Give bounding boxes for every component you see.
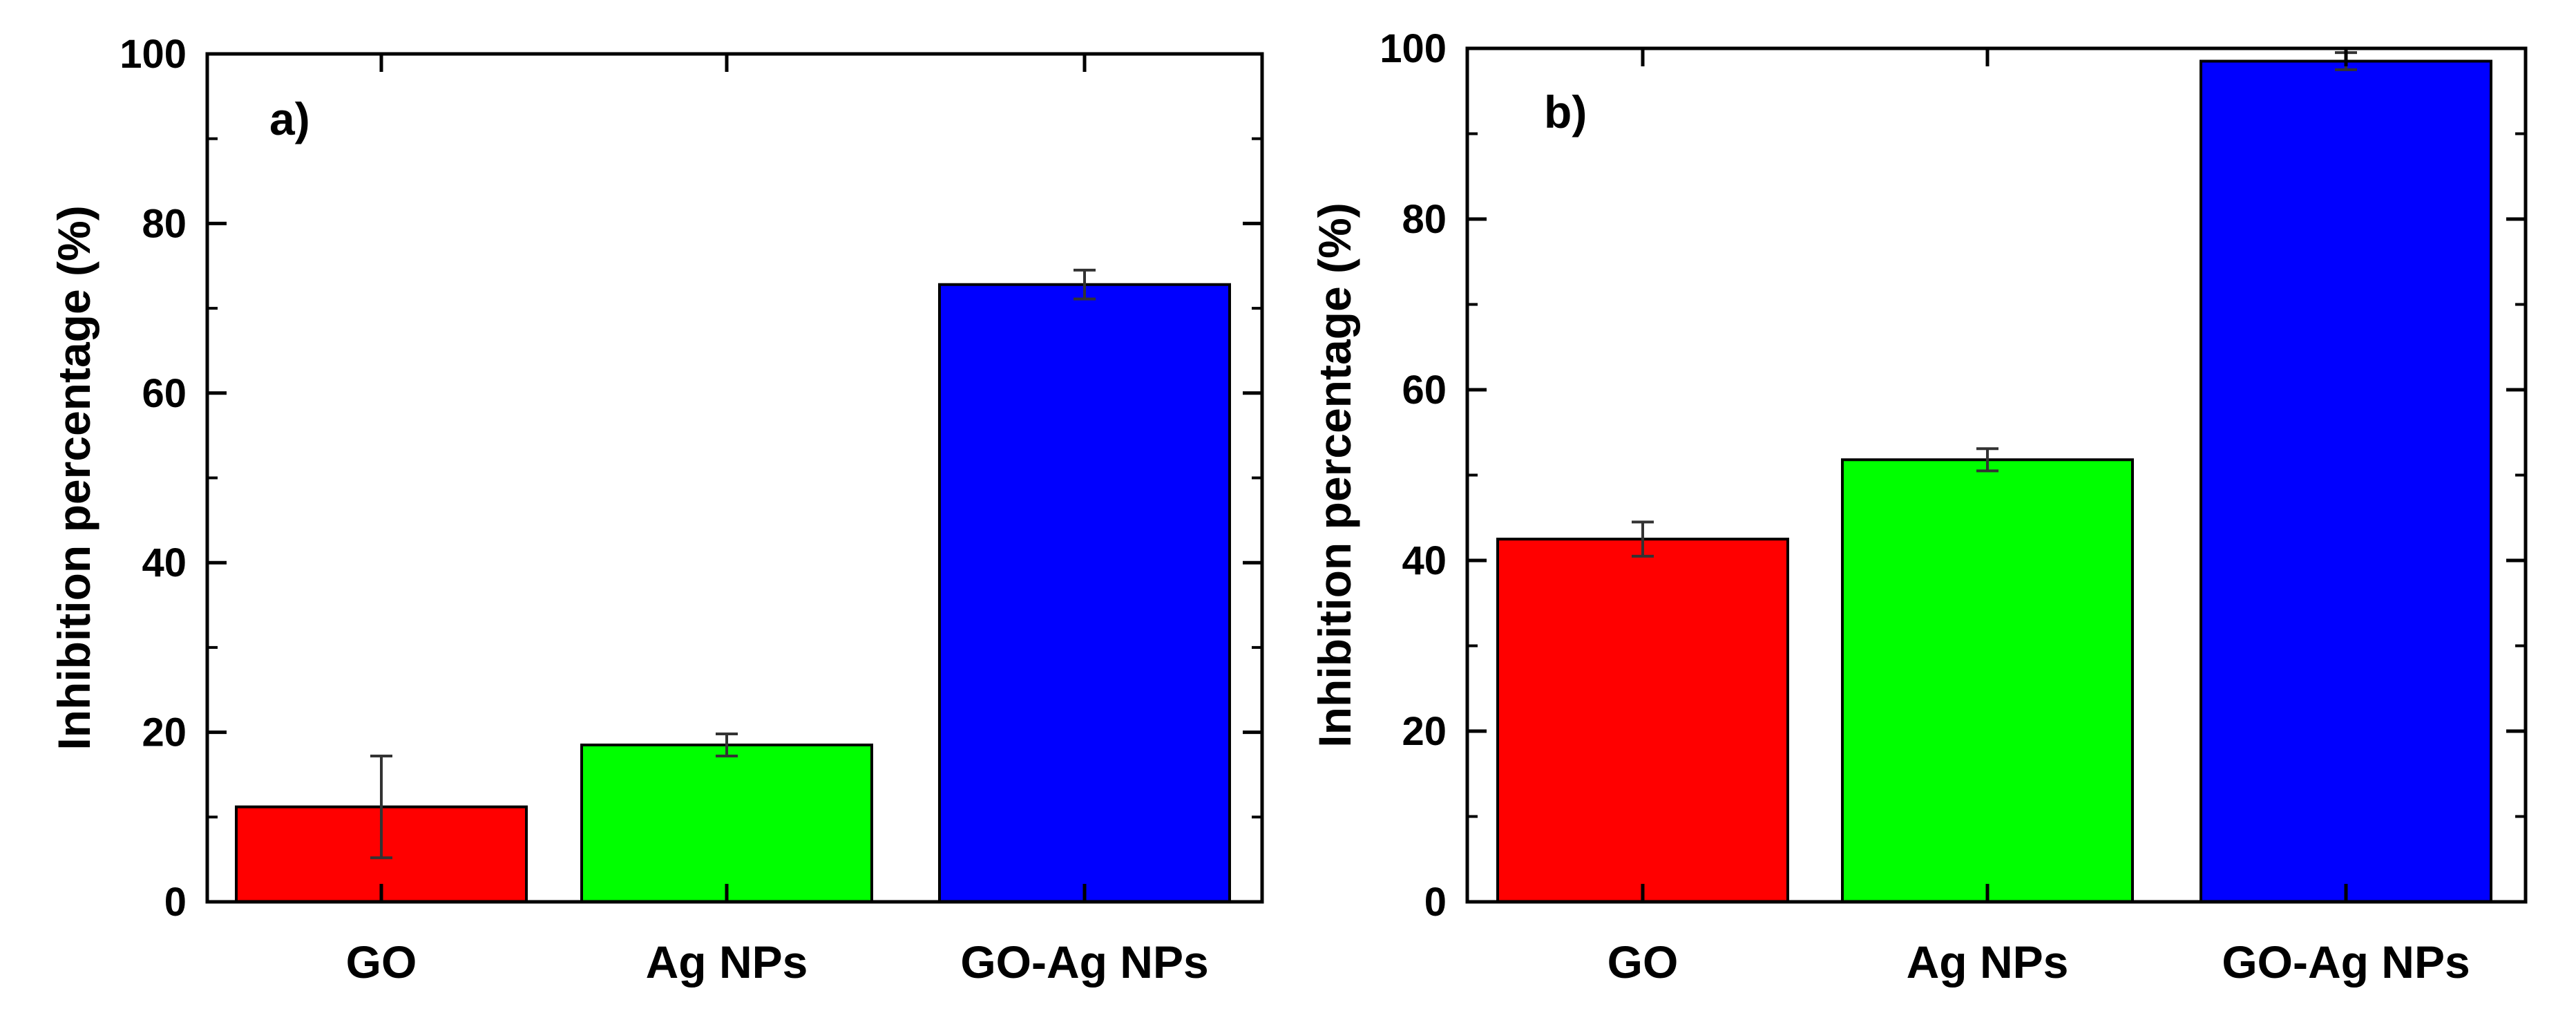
bar-2: [1841, 458, 2134, 903]
panel-label: a): [269, 93, 310, 144]
x-category-label: GO-Ag NPs: [2222, 936, 2470, 988]
y-tick-label: 20: [1402, 709, 1447, 754]
x-category-label: Ag NPs: [646, 936, 808, 988]
y-tick-label: 80: [142, 201, 187, 246]
panel-label: b): [1544, 86, 1587, 138]
bar-3: [2200, 59, 2492, 903]
bar-2: [580, 744, 873, 903]
panel-a-chart: 0 20 40 60 80 100 GO Ag NPs GO-Ag NPs Inhibition …: [48, 32, 1264, 988]
x-category-label: GO: [1607, 936, 1679, 988]
y-tick-label: 100: [1380, 26, 1447, 71]
y-tick-label: 60: [1402, 368, 1447, 413]
y-tick-label: 0: [164, 880, 187, 925]
x-category-label: GO-Ag NPs: [960, 936, 1208, 988]
y-tick-label: 80: [1402, 197, 1447, 242]
y-tick-label: 40: [1402, 538, 1447, 583]
x-category-label: Ag NPs: [1907, 936, 2069, 988]
y-axis-title: Inhibition percentage (%): [48, 205, 99, 750]
y-tick-label: 0: [1424, 880, 1447, 925]
bar-3: [938, 283, 1231, 903]
x-category-label: GO: [346, 936, 417, 988]
y-tick-label: 60: [142, 371, 187, 416]
y-tick-label: 100: [120, 32, 187, 77]
bar-1: [1496, 538, 1789, 903]
panel-b-chart: 0 20 40 60 80 100 GO Ag NPs GO-Ag NPs Inhibition …: [1309, 26, 2528, 988]
y-axis-title: Inhibition percentage (%): [1309, 202, 1360, 747]
y-tick-label: 20: [142, 710, 187, 755]
y-tick-label: 40: [142, 540, 187, 585]
